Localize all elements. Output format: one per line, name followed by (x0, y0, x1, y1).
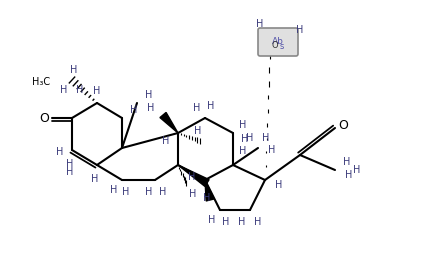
Text: H: H (239, 146, 247, 156)
Text: H: H (70, 65, 78, 75)
Text: Ab: Ab (272, 36, 284, 46)
Text: H: H (159, 187, 166, 197)
Text: O: O (39, 111, 49, 125)
Text: s: s (280, 41, 284, 50)
Text: H: H (66, 167, 74, 177)
Polygon shape (160, 113, 178, 133)
Text: H: H (163, 136, 170, 146)
Polygon shape (178, 165, 209, 186)
Text: H: H (207, 101, 215, 111)
Text: H: H (130, 105, 138, 115)
Text: H: H (345, 170, 353, 180)
Text: H: H (56, 147, 63, 157)
Text: H: H (203, 193, 211, 203)
Text: H: H (145, 187, 153, 197)
Text: H: H (222, 217, 230, 227)
Text: H: H (208, 215, 216, 225)
Text: H: H (194, 126, 202, 136)
Text: H: H (239, 120, 247, 130)
Text: H: H (296, 25, 304, 35)
Polygon shape (205, 180, 214, 201)
Text: H: H (188, 172, 196, 182)
Text: H: H (241, 134, 249, 144)
Text: H: H (66, 159, 74, 169)
Text: O: O (338, 118, 348, 132)
Text: H: H (122, 187, 130, 197)
Text: H: H (91, 174, 99, 184)
Text: H: H (238, 217, 246, 227)
Text: H: H (256, 19, 264, 29)
Text: H: H (147, 103, 155, 113)
Text: H: H (193, 103, 201, 113)
Text: H: H (189, 189, 197, 199)
Text: H: H (246, 133, 254, 143)
Text: H: H (110, 185, 118, 195)
Text: H: H (275, 180, 283, 190)
Text: O: O (272, 41, 278, 50)
Text: H: H (353, 165, 361, 175)
Text: H₃C: H₃C (32, 77, 50, 87)
Text: H: H (93, 86, 101, 96)
Text: H: H (268, 145, 276, 155)
Text: H: H (254, 217, 262, 227)
Text: H: H (262, 133, 270, 143)
Text: H: H (76, 85, 83, 95)
Text: H: H (145, 90, 153, 100)
Text: H: H (343, 157, 351, 167)
Text: H: H (60, 85, 67, 95)
FancyBboxPatch shape (258, 28, 298, 56)
